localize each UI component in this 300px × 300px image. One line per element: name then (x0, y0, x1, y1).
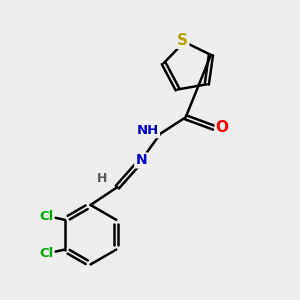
Text: Cl: Cl (39, 247, 53, 260)
Text: O: O (216, 120, 229, 135)
Text: NH: NH (137, 124, 159, 137)
Text: S: S (177, 33, 188, 48)
Text: Cl: Cl (39, 210, 53, 223)
Text: N: N (135, 153, 147, 167)
Text: H: H (97, 172, 108, 185)
